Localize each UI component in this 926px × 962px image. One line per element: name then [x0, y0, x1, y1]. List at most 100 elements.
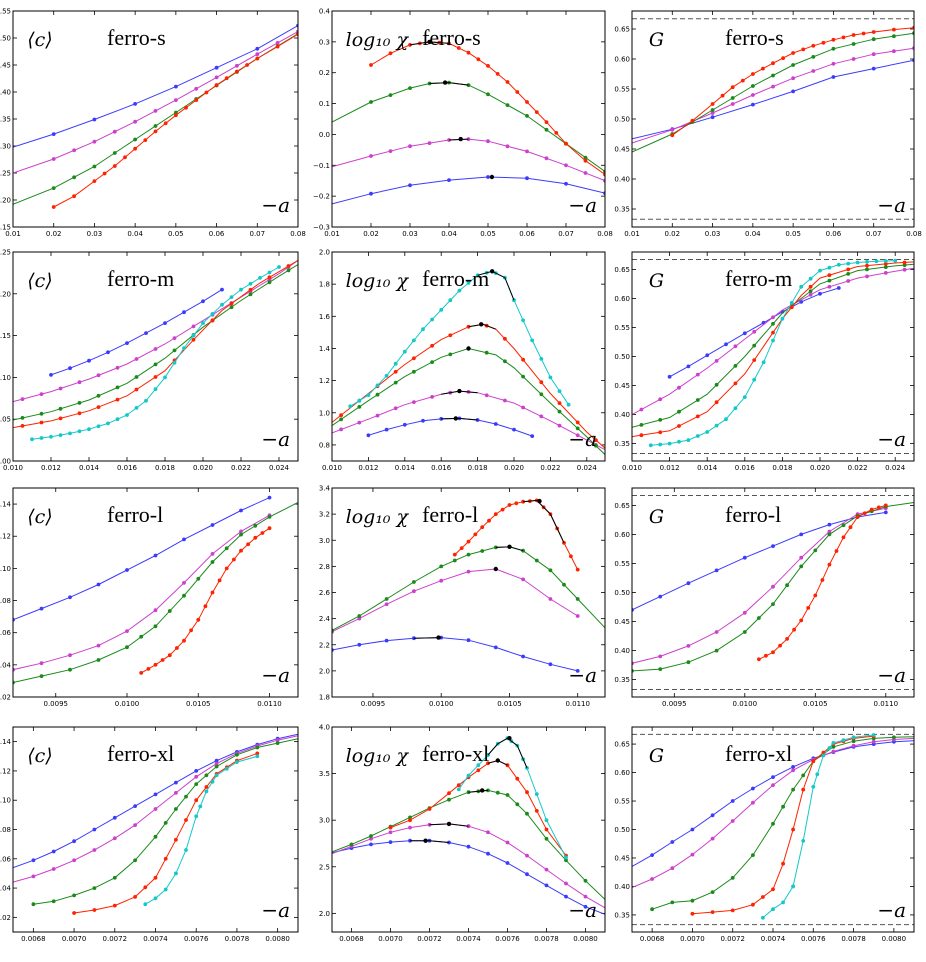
data-point-xl1	[174, 780, 178, 785]
data-point-l2	[466, 569, 471, 574]
data-point-m4	[77, 411, 82, 416]
peak-marker-s1	[489, 174, 495, 180]
data-point-xl1	[153, 792, 158, 797]
data-point-xl4	[427, 807, 432, 811]
data-point-m4	[20, 424, 25, 428]
x-tick-label: 0.022	[848, 464, 868, 472]
data-point-m1	[421, 418, 425, 423]
data-point-s1	[51, 132, 56, 137]
data-point-xl1	[564, 894, 568, 899]
data-point-m1	[384, 427, 389, 432]
x-axis-label: −a	[877, 663, 906, 687]
axes-frame	[631, 10, 915, 228]
x-tick-label: 0.020	[504, 464, 524, 472]
data-point-xl4	[791, 827, 795, 832]
series-line-l4	[140, 527, 270, 674]
y-tick-label: 0.06	[0, 855, 12, 863]
data-point-xl4	[811, 759, 816, 764]
data-point-m4	[191, 337, 196, 342]
data-point-m5	[714, 423, 719, 428]
data-point-s2	[214, 75, 219, 80]
data-point-m3	[575, 426, 580, 431]
data-point-m3	[484, 350, 489, 355]
x-tick-label: 0.020	[810, 464, 830, 472]
chart-title: ferro-s	[725, 25, 784, 50]
peak-marker-xl1	[423, 838, 428, 843]
data-point-m1	[724, 342, 728, 347]
data-point-s1	[92, 117, 97, 122]
data-point-m4	[594, 438, 598, 442]
plot-area	[632, 18, 914, 220]
x-tick-label: 0.0105	[497, 700, 522, 708]
data-point-l1	[521, 654, 525, 659]
data-point-m1	[686, 364, 691, 369]
data-point-s2	[710, 111, 715, 115]
data-point-l2	[548, 597, 553, 601]
data-point-l3	[452, 558, 457, 563]
data-point-l3	[182, 593, 186, 598]
data-point-xl4	[92, 908, 97, 912]
data-point-m5	[789, 300, 794, 305]
data-point-xl5	[771, 907, 775, 912]
x-tick-label: 0.01	[324, 230, 340, 238]
data-point-s3	[851, 42, 856, 46]
data-point-m3	[375, 392, 380, 397]
data-point-m5	[49, 434, 53, 439]
y-tick-label: 0.02	[0, 694, 11, 702]
data-point-m5	[87, 427, 91, 432]
data-point-s4	[811, 43, 816, 48]
data-point-l1	[239, 508, 243, 513]
peak-marker-xl5	[507, 736, 512, 741]
data-point-xl2	[871, 739, 876, 744]
y-tick-label: 0.40	[614, 647, 630, 655]
data-point-m3	[412, 369, 416, 374]
data-point-s4	[369, 63, 373, 67]
data-point-l3	[714, 648, 719, 653]
chart-title: ferro-l	[422, 502, 478, 527]
data-point-l4	[196, 617, 201, 622]
data-point-s3	[174, 110, 178, 115]
data-point-l4	[493, 512, 498, 516]
y-tick-label: 0.55	[614, 324, 630, 332]
data-point-xl3	[204, 773, 209, 778]
data-point-l4	[841, 535, 846, 540]
data-point-l3	[39, 674, 44, 678]
data-point-l3	[139, 634, 144, 639]
data-point-l4	[146, 667, 151, 671]
data-point-m5	[733, 406, 738, 411]
x-tick-label: 0.0074	[143, 935, 168, 943]
data-point-l3	[267, 515, 272, 519]
data-point-s4	[801, 47, 806, 52]
series-line-l1	[632, 511, 886, 611]
data-point-xl4	[447, 791, 451, 796]
data-point-xl3	[690, 898, 695, 903]
data-point-xl2	[544, 867, 549, 872]
data-point-m2	[393, 406, 398, 411]
data-point-xl2	[771, 783, 775, 787]
data-point-xl1	[466, 844, 471, 849]
data-point-xl3	[771, 821, 775, 826]
data-point-l4	[869, 507, 874, 512]
data-point-l4	[757, 657, 761, 662]
data-point-l4	[167, 653, 172, 658]
x-tick-label: 0.08	[290, 230, 306, 238]
data-point-m5	[220, 302, 224, 307]
axes-frame	[12, 726, 299, 933]
data-point-m5	[724, 417, 728, 422]
data-point-s1	[751, 102, 755, 107]
data-point-l4	[771, 650, 775, 655]
series-line-xl5	[145, 755, 258, 905]
y-tick-label: 3.2	[319, 511, 330, 519]
data-point-xl4	[72, 911, 76, 915]
data-point-s4	[133, 146, 138, 151]
data-point-l2	[239, 529, 243, 534]
data-point-xl5	[466, 773, 471, 778]
data-point-xl2	[153, 807, 158, 811]
data-point-s2	[583, 171, 588, 175]
data-point-s4	[544, 120, 549, 124]
data-point-s4	[476, 57, 481, 62]
y-tick-label: 0.60	[614, 531, 630, 539]
x-axis-label: −a	[877, 193, 906, 217]
data-point-s4	[72, 194, 76, 199]
data-point-l3	[68, 667, 72, 672]
